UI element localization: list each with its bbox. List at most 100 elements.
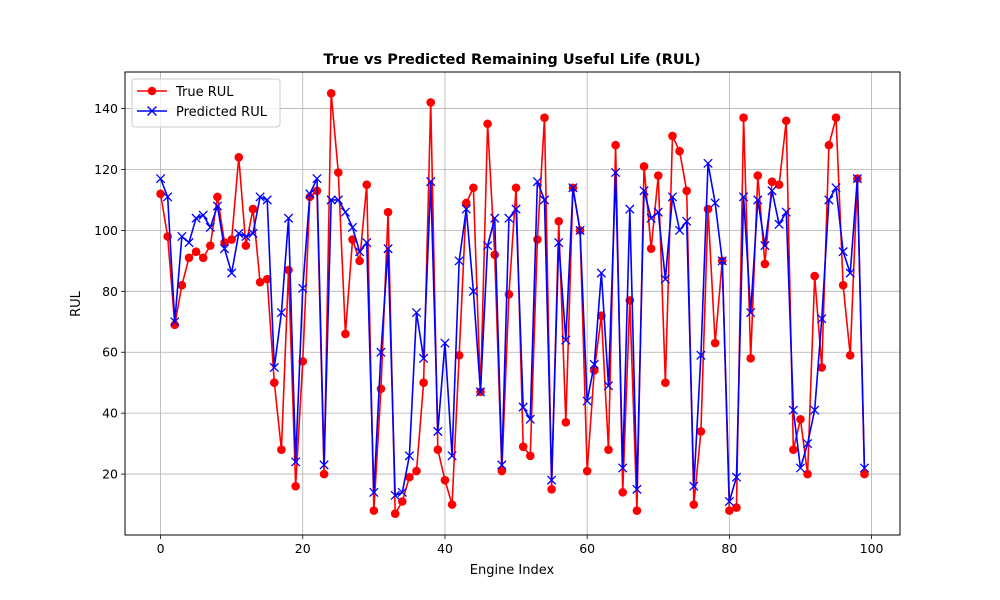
- data-point-predicted-rul: [603, 381, 614, 391]
- legend-label-true-rul: True RUL: [175, 85, 234, 100]
- data-point-predicted-rul: [674, 225, 685, 236]
- data-point-predicted-rul: [276, 307, 287, 318]
- y-tick-label: 20: [102, 467, 118, 482]
- chart-title: True vs Predicted Remaining Useful Life …: [323, 52, 700, 68]
- x-tick-label: 80: [721, 541, 737, 556]
- data-point-true-rul: [461, 198, 471, 208]
- data-point-true-rul: [561, 418, 571, 427]
- data-point-predicted-rul: [347, 222, 358, 233]
- data-point-predicted-rul: [760, 240, 770, 251]
- data-point-predicted-rul: [845, 268, 855, 278]
- data-point-predicted-rul: [596, 268, 607, 278]
- data-point-true-rul: [319, 469, 329, 479]
- data-point-predicted-rul: [625, 204, 635, 214]
- data-point-predicted-rul: [653, 207, 663, 217]
- data-point-true-rul: [831, 113, 841, 122]
- data-point-predicted-rul: [781, 207, 791, 217]
- data-point-true-rul: [362, 180, 372, 189]
- data-point-true-rul: [725, 506, 734, 515]
- data-point-predicted-rul: [802, 438, 813, 449]
- data-point-true-rul: [533, 235, 542, 244]
- data-point-predicted-rul: [767, 186, 777, 196]
- data-point-true-rul: [618, 488, 628, 497]
- data-point-true-rul: [405, 472, 414, 482]
- data-point-predicted-rul: [824, 195, 834, 205]
- y-tick-label: 80: [102, 284, 118, 299]
- data-point-predicted-rul: [689, 481, 699, 491]
- data-point-predicted-rul: [490, 213, 500, 223]
- data-point-predicted-rul: [575, 225, 585, 236]
- y-tick-label: 120: [94, 162, 118, 177]
- data-point-predicted-rul: [191, 213, 201, 223]
- data-point-true-rul: [789, 445, 798, 455]
- x-axis-label: Engine Index: [470, 563, 555, 578]
- plot-area: [124, 71, 901, 536]
- data-point-true-rul: [611, 140, 620, 150]
- data-point-predicted-rul: [362, 237, 372, 248]
- data-point-predicted-rul: [248, 228, 258, 239]
- data-point-predicted-rul: [561, 335, 571, 345]
- data-point-true-rul: [710, 338, 720, 348]
- data-point-predicted-rul: [632, 484, 642, 494]
- x-tick-label: 20: [295, 541, 311, 556]
- data-point-predicted-rul: [212, 201, 223, 211]
- data-point-predicted-rul: [774, 219, 784, 229]
- data-point-predicted-rul: [817, 314, 827, 324]
- data-point-predicted-rul: [667, 192, 678, 202]
- data-point-predicted-rul: [226, 268, 237, 278]
- y-tick-label: 140: [94, 101, 118, 116]
- data-point-true-rul: [270, 378, 279, 388]
- data-point-predicted-rul: [290, 457, 301, 467]
- data-point-true-rul: [817, 363, 827, 372]
- data-point-predicted-rul: [269, 362, 279, 373]
- data-point-predicted-rul: [404, 451, 415, 461]
- data-point-predicted-rul: [717, 256, 727, 266]
- legend: True RUL Predicted RUL: [131, 78, 281, 128]
- data-point-predicted-rul: [511, 204, 521, 214]
- series-line-true-rul: [159, 92, 866, 515]
- data-point-true-rul: [397, 497, 407, 506]
- data-point-predicted-rul: [504, 213, 514, 223]
- data-point-true-rul: [334, 168, 343, 177]
- data-point-predicted-rul: [746, 307, 756, 318]
- data-point-predicted-rul: [298, 283, 308, 293]
- data-point-predicted-rul: [852, 173, 862, 184]
- data-point-true-rul: [689, 500, 699, 509]
- data-point-predicted-rul: [184, 237, 194, 248]
- data-point-predicted-rul: [682, 216, 692, 226]
- data-point-true-rul: [774, 180, 784, 189]
- data-point-true-rul: [646, 244, 656, 253]
- data-point-true-rul: [490, 250, 500, 260]
- data-point-predicted-rul: [155, 173, 166, 184]
- data-point-predicted-rul: [241, 231, 251, 242]
- data-point-true-rul: [803, 469, 812, 479]
- data-point-predicted-rul: [433, 426, 443, 437]
- data-point-true-rul: [838, 280, 848, 290]
- data-point-predicted-rul: [795, 463, 806, 473]
- data-point-predicted-rul: [219, 244, 230, 254]
- data-point-true-rul: [796, 414, 805, 424]
- legend-marker-true-rul: [147, 86, 157, 96]
- data-point-predicted-rul: [838, 247, 848, 257]
- data-point-predicted-rul: [525, 414, 535, 424]
- data-point-predicted-rul: [234, 228, 244, 239]
- data-point-predicted-rul: [696, 350, 706, 360]
- data-point-predicted-rul: [710, 198, 720, 208]
- data-point-true-rul: [824, 140, 834, 150]
- data-point-true-rul: [661, 378, 670, 388]
- series-layer: [155, 89, 870, 518]
- data-point-predicted-rul: [312, 173, 322, 184]
- data-point-true-rul: [860, 469, 869, 479]
- y-tick-label: 40: [102, 406, 118, 421]
- data-point-true-rul: [255, 277, 265, 287]
- data-point-true-rul: [696, 427, 706, 436]
- data-point-true-rul: [760, 259, 770, 269]
- data-point-true-rul: [291, 481, 300, 491]
- data-point-true-rul: [810, 271, 819, 281]
- data-point-true-rul: [277, 445, 286, 455]
- data-point-predicted-rul: [354, 247, 365, 257]
- data-point-true-rul: [191, 247, 201, 257]
- data-point-true-rul: [781, 116, 791, 126]
- series-predicted-rul: [155, 158, 870, 507]
- data-point-predicted-rul: [859, 463, 870, 473]
